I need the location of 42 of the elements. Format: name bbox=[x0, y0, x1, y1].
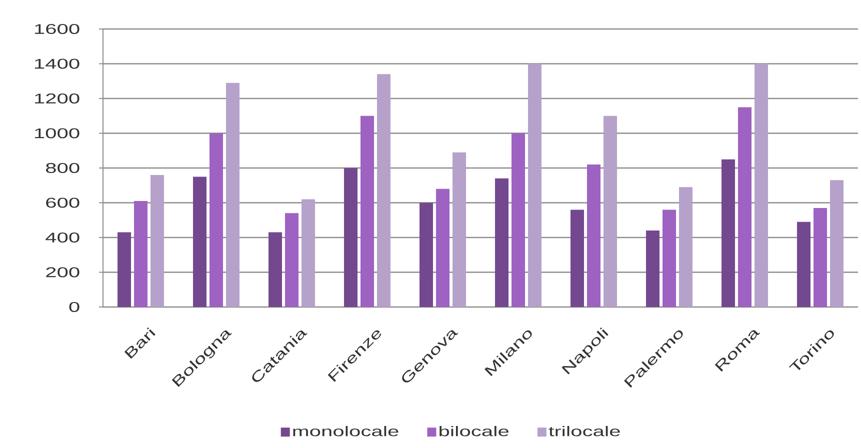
bar bbox=[797, 222, 811, 307]
y-tick-label: 1200 bbox=[35, 94, 80, 104]
bar bbox=[495, 178, 509, 307]
bar bbox=[150, 174, 164, 307]
y-tick-label: 0 bbox=[69, 302, 80, 312]
bar bbox=[436, 188, 450, 307]
bar bbox=[210, 133, 224, 307]
legend-label: monolocale bbox=[293, 426, 398, 436]
bar bbox=[377, 74, 391, 307]
bar bbox=[722, 159, 736, 307]
bar bbox=[452, 152, 466, 307]
bar bbox=[738, 107, 752, 307]
y-tick-label: 200 bbox=[46, 267, 80, 278]
bar bbox=[679, 187, 693, 307]
bar bbox=[226, 82, 240, 307]
bar bbox=[193, 176, 207, 307]
bar bbox=[344, 168, 358, 307]
bar bbox=[754, 64, 768, 307]
legend-label: trilocale bbox=[548, 426, 620, 436]
bar bbox=[134, 201, 148, 307]
bar bbox=[662, 210, 676, 307]
y-tick-label: 800 bbox=[46, 163, 80, 173]
bar bbox=[646, 230, 660, 307]
y-tick-label: 1000 bbox=[35, 128, 80, 138]
bar bbox=[118, 232, 132, 307]
bar bbox=[512, 133, 526, 307]
y-tick-label: 400 bbox=[46, 232, 80, 242]
bar bbox=[420, 202, 434, 307]
bar bbox=[604, 116, 618, 307]
y-tick-label: 600 bbox=[46, 198, 80, 208]
bar bbox=[830, 180, 844, 307]
bar bbox=[814, 208, 828, 307]
legend-label: bilocale bbox=[440, 426, 508, 436]
y-tick-label: 1600 bbox=[35, 24, 80, 34]
bar bbox=[528, 64, 542, 307]
bar bbox=[570, 210, 584, 307]
bar bbox=[302, 199, 316, 307]
bar bbox=[360, 116, 374, 307]
y-tick-label: 1400 bbox=[35, 58, 80, 69]
bar bbox=[285, 213, 299, 307]
bar bbox=[268, 232, 282, 307]
bar bbox=[587, 164, 601, 307]
